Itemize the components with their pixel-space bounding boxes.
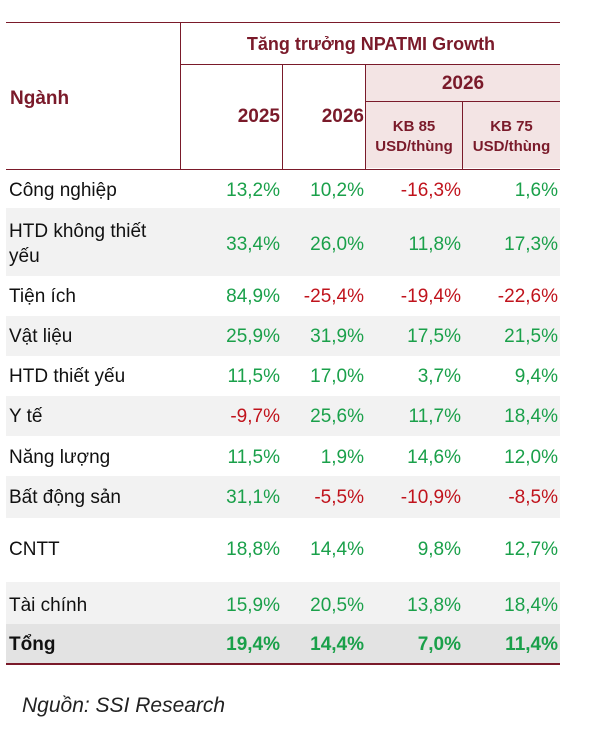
table-row: HTD thiết yếu 11,5% 17,0% 3,7% 9,4% <box>6 356 560 396</box>
value-kb75: 12,0% <box>504 447 558 468</box>
value-2025: 31,1% <box>226 487 280 508</box>
table-row: Vật liệu 25,9% 31,9% 17,5% 21,5% <box>6 316 560 356</box>
value-2026: 25,6% <box>310 406 364 427</box>
value-2026: 14,4% <box>310 539 364 560</box>
header-divider <box>365 101 560 102</box>
value-2025: 25,9% <box>226 326 280 347</box>
value-kb85: 13,8% <box>407 595 461 616</box>
sector-name: Y tế <box>9 406 43 427</box>
value-2025: 33,4% <box>226 234 280 255</box>
sector-name: Công nghiệp <box>9 180 117 201</box>
scenario-bg <box>366 64 560 168</box>
value-2026: 1,9% <box>320 447 364 468</box>
table-row: Y tế -9,7% 25,6% 11,7% 18,4% <box>6 396 560 436</box>
header-top-rule <box>6 22 560 23</box>
value-2026: 10,2% <box>310 180 364 201</box>
col-2025-header: 2025 <box>237 106 280 127</box>
col-2026-header: 2026 <box>321 106 364 127</box>
value-2025: 18,8% <box>226 539 280 560</box>
value-kb75: 17,3% <box>504 234 558 255</box>
sector-name: HTD không thiết <box>9 221 147 242</box>
value-kb75: 12,7% <box>504 539 558 560</box>
value-kb75: 18,4% <box>504 595 558 616</box>
value-2025: 11,5% <box>227 447 280 468</box>
sector-name: Bất động sản <box>9 487 121 508</box>
value-2026: 14,4% <box>310 634 364 655</box>
value-kb85: -16,3% <box>400 180 461 201</box>
value-kb75: -22,6% <box>497 286 558 307</box>
table-row: Bất động sản 31,1% -5,5% -10,9% -8,5% <box>6 476 560 518</box>
value-kb85: 3,7% <box>417 366 461 387</box>
growth-group-title: Tăng trưởng NPATMI Growth <box>246 34 496 54</box>
value-2025: 13,2% <box>226 180 280 201</box>
value-2025: 11,5% <box>227 366 280 387</box>
sector-name: Tổng <box>9 634 56 655</box>
scenario-kb85-line2: USD/thùng <box>375 138 453 155</box>
value-2025: 19,4% <box>226 634 280 655</box>
sector-name-cont: yếu <box>9 246 40 267</box>
value-2026: 20,5% <box>310 595 364 616</box>
table-row: HTD không thiết yếu 33,4% 26,0% 11,8% 17… <box>6 208 560 276</box>
scenario-year-header: 2026 <box>441 73 485 94</box>
value-kb85: 11,7% <box>408 406 461 427</box>
value-2025: 15,9% <box>226 595 280 616</box>
value-2026: -5,5% <box>314 487 364 508</box>
value-2026: 17,0% <box>310 366 364 387</box>
sector-name: Tài chính <box>9 595 88 616</box>
header-divider <box>365 64 366 169</box>
value-kb75: 21,5% <box>504 326 558 347</box>
value-kb75: 11,4% <box>505 634 558 655</box>
header-divider <box>282 64 283 169</box>
sector-header: Ngành <box>10 88 70 109</box>
header-bottom-rule <box>6 169 560 170</box>
sector-name: HTD thiết yếu <box>9 366 126 387</box>
table-row: CNTT 18,8% 14,4% 9,8% 12,7% <box>6 518 560 582</box>
scenario-kb75-line1: KB 75 <box>490 118 533 135</box>
header-divider <box>180 22 181 169</box>
sector-name: CNTT <box>9 539 60 560</box>
value-kb85: -10,9% <box>400 487 461 508</box>
table-row: Công nghiệp 13,2% 10,2% -16,3% 1,6% <box>6 170 560 208</box>
value-kb85: -19,4% <box>400 286 461 307</box>
table-bottom-rule <box>6 663 560 665</box>
value-2026: 26,0% <box>310 234 364 255</box>
value-kb85: 11,8% <box>408 234 461 255</box>
value-2026: 31,9% <box>310 326 364 347</box>
scenario-kb75-line2: USD/thùng <box>472 138 551 155</box>
value-kb85: 7,0% <box>417 634 461 655</box>
source-note: Nguồn: SSI Research <box>22 694 226 717</box>
value-kb75: 9,4% <box>514 366 558 387</box>
sector-name: Tiện ích <box>9 286 76 307</box>
sector-name: Năng lượng <box>9 447 111 468</box>
value-2026: -25,4% <box>303 286 364 307</box>
value-kb85: 17,5% <box>407 326 461 347</box>
table-row: Năng lượng 11,5% 1,9% 14,6% 12,0% <box>6 436 560 476</box>
scenario-kb85-line1: KB 85 <box>392 118 436 135</box>
value-kb75: 18,4% <box>504 406 558 427</box>
value-kb85: 14,6% <box>407 447 461 468</box>
total-row: Tổng 19,4% 14,4% 7,0% 11,4% <box>6 624 560 664</box>
value-kb75: 1,6% <box>514 180 558 201</box>
value-2025: 84,9% <box>226 286 280 307</box>
header-divider <box>462 101 463 169</box>
header-divider <box>180 64 560 65</box>
value-kb75: -8,5% <box>508 487 558 508</box>
table-row: Tiện ích 84,9% -25,4% -19,4% -22,6% <box>6 276 560 316</box>
sector-name: Vật liệu <box>9 326 73 347</box>
value-kb85: 9,8% <box>417 539 461 560</box>
value-2025: -9,7% <box>230 406 280 427</box>
table-row: Tài chính 15,9% 20,5% 13,8% 18,4% <box>6 582 560 624</box>
